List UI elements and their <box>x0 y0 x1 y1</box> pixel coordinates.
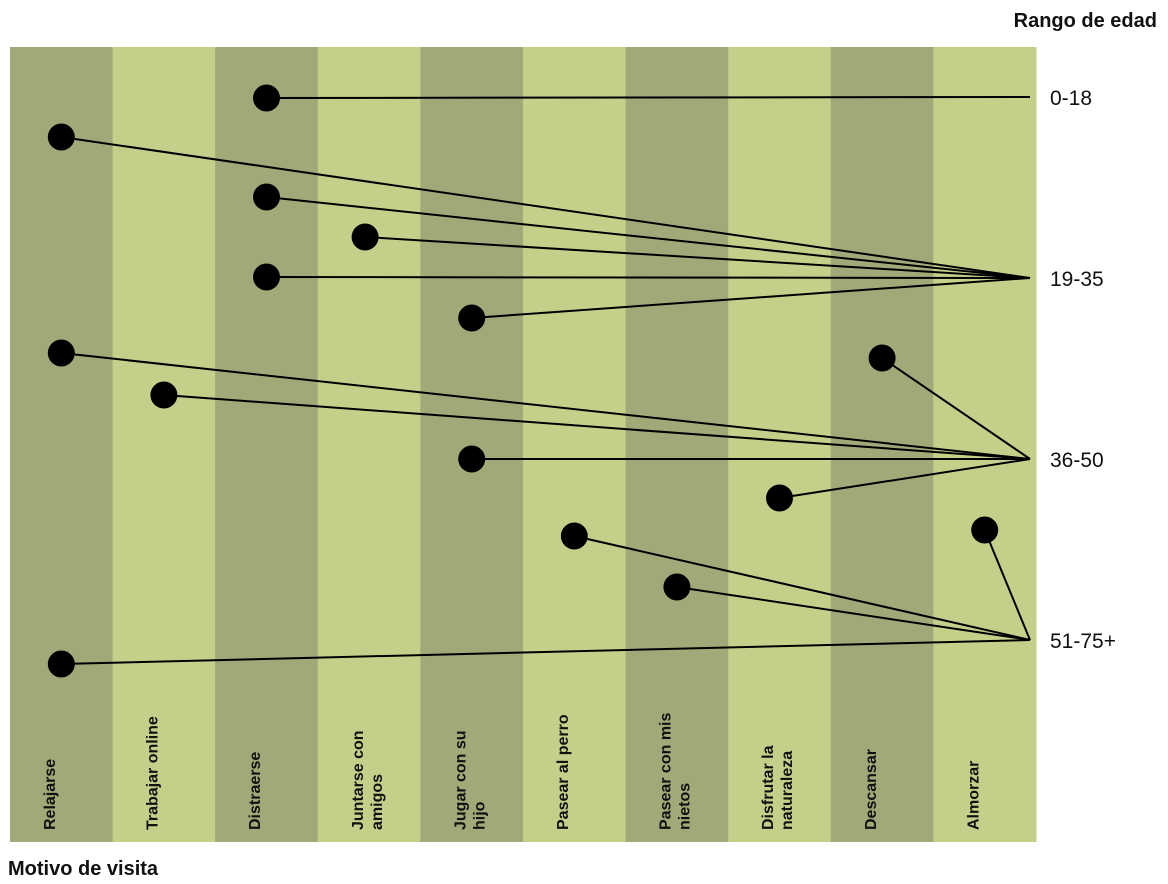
point-descansar-36-50 <box>868 344 896 372</box>
column-descansar <box>830 47 934 842</box>
point-jugar-con-su-hijo-36-50 <box>458 445 486 473</box>
point-relajarse-36-50 <box>47 339 75 367</box>
column-distraerse <box>215 47 319 842</box>
category-label-jugar-con-su-hijo: Jugar con su hijo <box>452 730 488 830</box>
category-label-juntarse-con-amigos: Juntarse con amigos <box>350 730 386 830</box>
column-juntarse-con-amigos <box>317 47 421 842</box>
category-label-pasear-con-mis-nietos: Pasear con mis nietos <box>658 713 694 831</box>
category-label-pasear-al-perro: Pasear al perro <box>555 714 572 830</box>
point-juntarse-con-amigos-19-35 <box>351 223 379 251</box>
point-disfrutar-la-naturaleza-36-50 <box>766 484 793 512</box>
category-label-relajarse: Relajarse <box>42 759 59 830</box>
connector-almorzar-51-75 <box>983 529 1031 641</box>
point-distraerse-19-35 <box>253 263 280 291</box>
age-label-19-35: 19-35 <box>1050 268 1104 291</box>
column-jugar-con-su-hijo <box>420 47 524 842</box>
connector-pasear-al-perro-51-75 <box>574 535 1031 641</box>
connector-juntarse-con-amigos-19-35 <box>365 236 1031 279</box>
category-label-trabajar-online: Trabajar online <box>145 716 162 830</box>
connector-lines <box>61 96 1031 665</box>
y-axis-title: Rango de edad <box>1014 10 1157 32</box>
age-label-51-75: 51-75+ <box>1050 630 1116 653</box>
category-label-almorzar: Almorzar <box>965 761 982 830</box>
point-almorzar-51-75 <box>971 516 999 544</box>
connector-pasear-con-mis-nietos-51-75 <box>676 586 1031 641</box>
connector-distraerse-19-35 <box>266 196 1031 279</box>
column-relajarse <box>10 47 114 842</box>
point-relajarse-51-75 <box>47 650 75 678</box>
data-points <box>47 84 999 678</box>
age-label-36-50: 36-50 <box>1050 449 1104 472</box>
column-pasear-con-mis-nietos <box>625 47 729 842</box>
point-relajarse-19-35 <box>47 123 75 151</box>
point-distraerse-19-35 <box>253 183 280 211</box>
point-jugar-con-su-hijo-19-35 <box>458 304 486 332</box>
age-label-0-18: 0-18 <box>1050 87 1092 110</box>
connector-distraerse-19-35 <box>266 276 1031 279</box>
connector-descansar-36-50 <box>881 357 1031 460</box>
connector-distraerse-0-18 <box>266 96 1031 99</box>
column-almorzar <box>933 47 1037 842</box>
age-group-labels: 0-18 19-35 36-50 51-75+ <box>1050 87 1116 653</box>
category-label-descansar: Descansar <box>863 749 880 830</box>
category-label-distraerse: Distraerse <box>247 752 264 830</box>
column-trabajar-online <box>112 47 216 842</box>
connector-relajarse-36-50 <box>61 352 1031 460</box>
column-pasear-al-perro <box>523 47 627 842</box>
column-disfrutar-la-naturaleza <box>728 47 832 842</box>
connector-jugar-con-su-hijo-19-35 <box>471 277 1031 319</box>
connector-relajarse-51-75 <box>61 639 1031 665</box>
point-pasear-al-perro-51-75 <box>560 522 588 550</box>
category-label-disfrutar-la-naturaleza: Disfrutar la naturaleza <box>760 745 796 830</box>
point-trabajar-online-36-50 <box>150 381 178 409</box>
connector-disfrutar-la-naturaleza-36-50 <box>779 458 1031 499</box>
point-pasear-con-mis-nietos-51-75 <box>663 573 691 601</box>
column-bands <box>10 47 1037 842</box>
connector-trabajar-online-36-50 <box>163 394 1031 460</box>
category-labels: Relajarse Trabajar online Distraerse Juntar… <box>42 713 982 831</box>
connector-relajarse-19-35 <box>61 136 1031 279</box>
x-axis-title: Motivo de visita <box>8 858 159 880</box>
point-distraerse-0-18 <box>253 84 280 112</box>
